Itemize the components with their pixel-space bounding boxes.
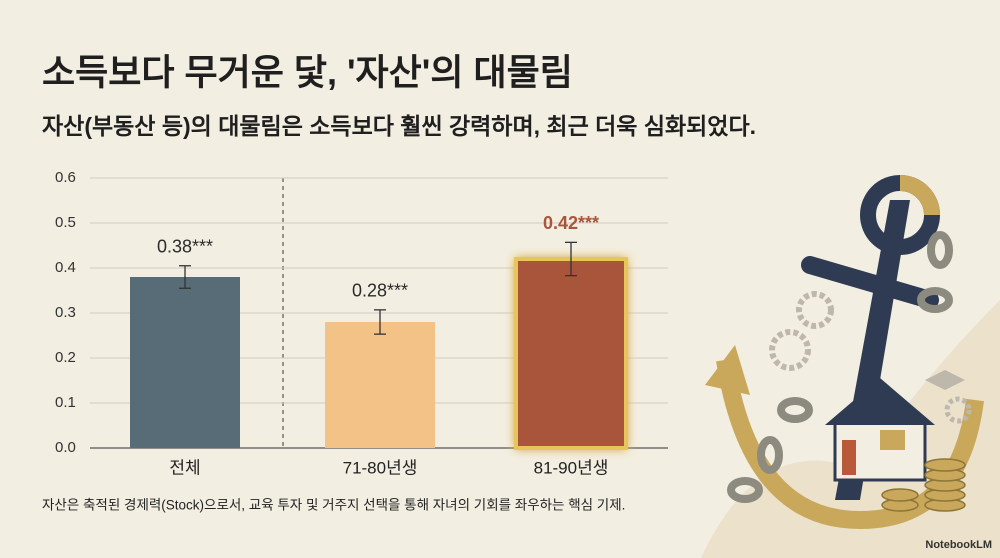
title: 소득보다 무거운 닻, '자산'의 대물림: [42, 52, 573, 93]
error-bar: [179, 265, 191, 289]
y-tick-label: 0.4: [55, 259, 76, 276]
y-tick-label: 0.1: [55, 394, 76, 411]
bar: [514, 257, 628, 450]
watermark: NotebookLM: [925, 539, 992, 551]
y-tick-label: 0.0: [55, 439, 76, 456]
y-tick-label: 0.2: [55, 349, 76, 366]
x-tick-label: 81-90년생: [534, 458, 609, 477]
y-tick-label: 0.6: [55, 169, 76, 186]
bar: [325, 322, 435, 448]
value-label: 0.28***: [352, 281, 408, 301]
bar: [130, 277, 240, 448]
y-tick-label: 0.3: [55, 304, 76, 321]
x-tick-label: 71-80년생: [343, 458, 418, 477]
footnote: 자산은 축적된 경제력(Stock)으로서, 교육 투자 및 거주지 선택을 통…: [42, 498, 625, 513]
x-tick-label: 전체: [169, 458, 200, 477]
error-bar: [374, 309, 386, 335]
anchor-illustration: [700, 175, 1000, 558]
error-bar: [565, 241, 577, 277]
value-label: 0.38***: [157, 237, 213, 257]
value-label: 0.42***: [543, 213, 599, 233]
y-tick-label: 0.5: [55, 214, 76, 231]
subtitle: 자산(부동산 등)의 대물림은 소득보다 훨씬 강력하며, 최근 더욱 심화되었…: [42, 113, 756, 139]
